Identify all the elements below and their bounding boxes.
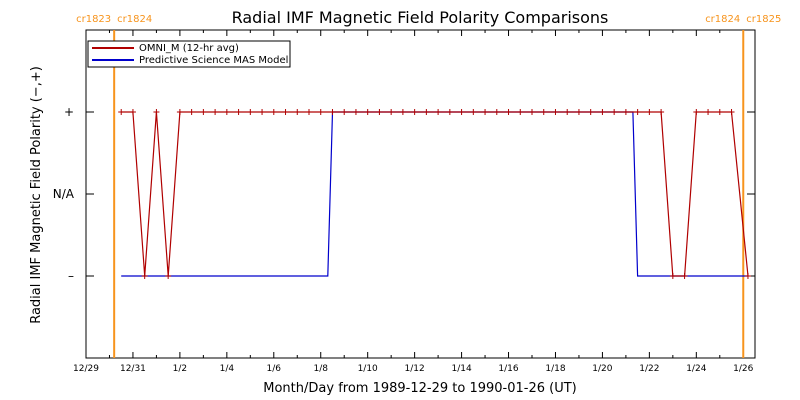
x-tick-label: 12/29	[73, 364, 99, 374]
x-tick-label: 1/8	[313, 364, 328, 374]
cr-label-left: cr1823	[76, 14, 111, 25]
plot-frame	[85, 29, 756, 359]
x-tick-label: 1/10	[358, 364, 378, 374]
x-tick-label: 1/20	[592, 364, 612, 374]
omni-series-line	[121, 111, 749, 277]
x-axis-label: Month/Day from 1989-12-29 to 1990-01-26 …	[263, 381, 576, 396]
y-axis-ticks: + N/A –	[53, 105, 755, 283]
x-tick-label: 1/14	[451, 364, 471, 374]
mas-series-line	[121, 111, 748, 277]
chart-title: Radial IMF Magnetic Field Polarity Compa…	[232, 8, 609, 27]
legend-label-omni: OMNI_M (12-hr avg)	[139, 43, 239, 54]
legend: OMNI_M (12-hr avg) Predictive Science MA…	[87, 40, 291, 68]
y-tick-label: N/A	[53, 187, 75, 201]
x-tick-label: 1/22	[639, 364, 659, 374]
cr-label-right: cr1824	[117, 14, 152, 25]
series-lines	[118, 109, 751, 279]
x-tick-label: 1/6	[267, 364, 282, 374]
cr-label-left: cr1824	[705, 14, 740, 25]
legend-box	[87, 40, 291, 68]
carrington-markers: cr1823 cr1824 cr1824 cr1825	[76, 14, 781, 358]
y-axis-label: Radial IMF Magnetic Field Polarity (−,+)	[29, 66, 44, 324]
x-tick-label: 1/24	[686, 364, 706, 374]
x-tick-label: 1/16	[498, 364, 518, 374]
x-tick-label: 1/26	[733, 364, 753, 374]
x-axis-ticks: 12/29 12/31 1/2 1/4 1/6 1/8 1/10 1/12 1/14 1/16 1/…	[73, 30, 754, 374]
x-tick-label: 1/12	[405, 364, 425, 374]
x-tick-label: 12/31	[120, 364, 146, 374]
x-tick-label: 1/18	[545, 364, 565, 374]
cr-label-right: cr1825	[746, 14, 781, 25]
x-tick-label: 1/4	[220, 364, 235, 374]
legend-label-mas: Predictive Science MAS Model	[139, 55, 288, 66]
y-tick-label: –	[68, 269, 74, 283]
y-tick-label: +	[64, 105, 74, 119]
x-tick-label: 1/2	[173, 364, 187, 374]
